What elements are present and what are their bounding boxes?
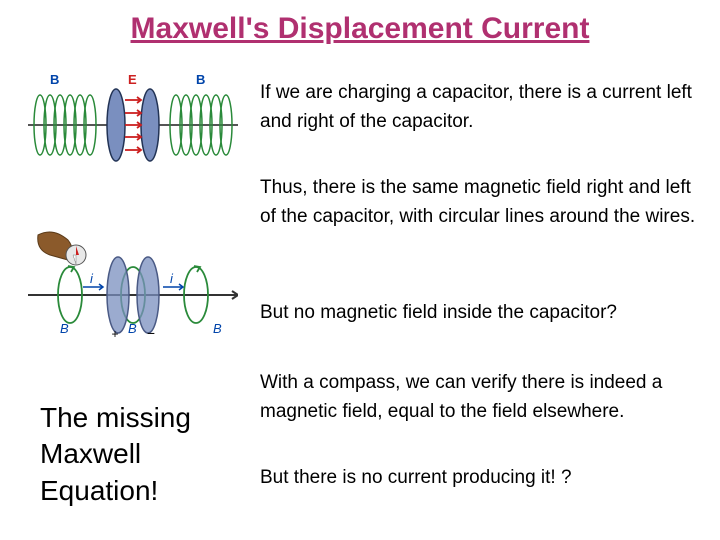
paragraph-3: But no magnetic field inside the capacit… xyxy=(260,298,700,327)
label-i-left: i xyxy=(90,271,94,286)
label-i-right: i xyxy=(170,271,174,286)
capacitor-plate-right-2 xyxy=(137,257,159,333)
slide: Maxwell's Displacement Current B E B xyxy=(0,0,720,540)
subheading-missing-equation: The missing Maxwell Equation! xyxy=(40,400,240,509)
capacitor-plate-left-2 xyxy=(107,257,129,333)
label-B-right: B xyxy=(196,72,205,87)
figure-capacitor-fields: B E B xyxy=(28,70,238,165)
label-B-bottom-right: B xyxy=(213,321,222,336)
label-B-left: B xyxy=(50,72,59,87)
paragraph-2: Thus, there is the same magnetic field r… xyxy=(260,173,700,232)
compass-hand-icon xyxy=(38,232,86,265)
label-B-bottom-center: B xyxy=(128,321,137,336)
paragraph-4: With a compass, we can verify there is i… xyxy=(260,368,700,427)
e-field-arrows xyxy=(125,97,141,153)
label-minus: − xyxy=(147,325,155,340)
figure-compass-capacitor: + − i i B B B xyxy=(28,225,238,340)
capacitor-plate-left xyxy=(107,89,125,161)
paragraph-5: But there is no current producing it! ? xyxy=(260,463,700,492)
slide-title: Maxwell's Displacement Current xyxy=(0,12,720,46)
paragraph-1: If we are charging a capacitor, there is… xyxy=(260,78,700,137)
label-plus: + xyxy=(111,327,118,340)
label-B-bottom-left: B xyxy=(60,321,69,336)
capacitor-plate-right xyxy=(141,89,159,161)
label-E: E xyxy=(128,72,137,87)
